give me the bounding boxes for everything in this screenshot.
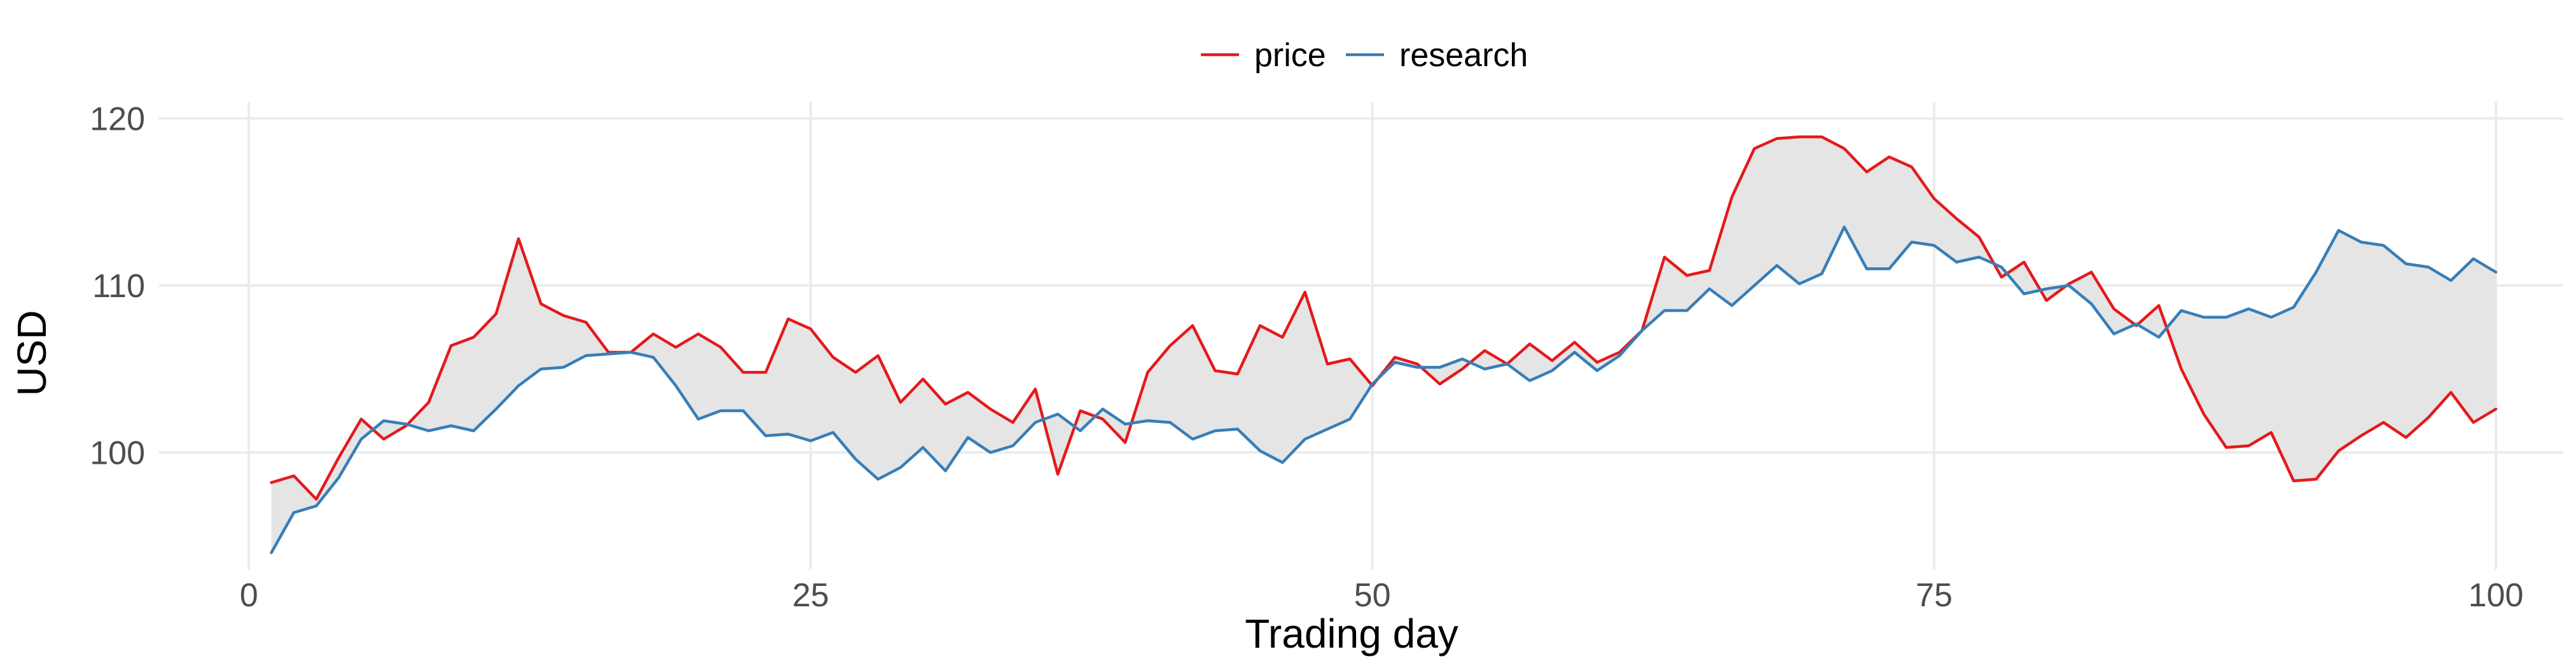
x-tick-label: 0 — [240, 577, 258, 614]
legend-label-research: research — [1399, 37, 1528, 74]
x-tick-label: 75 — [1916, 577, 1953, 614]
x-axis-title: Trading day — [1245, 611, 1458, 657]
x-tick-label: 50 — [1354, 577, 1391, 614]
x-tick-label: 25 — [793, 577, 829, 614]
series-line-research — [270, 225, 2498, 554]
axis-tick-labels: 0 25 50 75 100 100 110 120 — [90, 101, 2523, 614]
legend-label-price: price — [1254, 37, 1326, 74]
y-tick-label: 120 — [90, 101, 145, 137]
y-tick-label: 110 — [92, 268, 145, 305]
x-tick-label: 100 — [2469, 577, 2524, 614]
ribbon-area — [271, 137, 2496, 553]
ribbon-between-series — [271, 137, 2496, 553]
y-axis-title: USD — [9, 310, 55, 396]
legend: price research — [1201, 37, 1528, 74]
series-line-price — [270, 135, 2498, 501]
series-lines — [270, 135, 2498, 554]
y-tick-label: 100 — [90, 435, 145, 471]
